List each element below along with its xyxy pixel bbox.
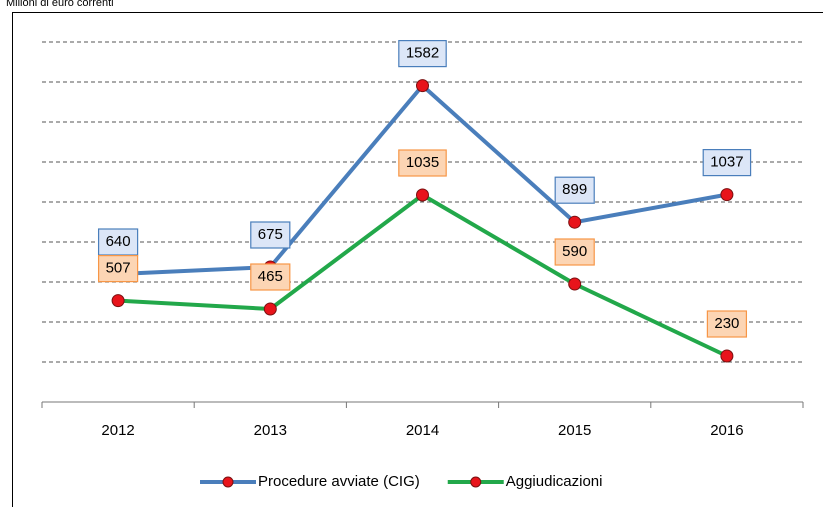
data-label-box xyxy=(97,255,139,283)
point xyxy=(568,277,582,291)
data-label: 640 xyxy=(106,233,131,250)
x-tick-label: 2014 xyxy=(406,422,439,439)
point xyxy=(720,188,734,202)
data-label: 230 xyxy=(714,315,739,332)
legend-marker xyxy=(470,476,482,488)
x-tick-label: 2015 xyxy=(558,422,591,439)
x-tick-label: 2016 xyxy=(710,422,743,439)
data-label-box xyxy=(398,149,447,177)
series-line xyxy=(117,193,728,358)
legend-label: Aggiudicazioni xyxy=(506,473,603,490)
legend-marker xyxy=(222,476,234,488)
data-label: 1582 xyxy=(406,45,439,62)
x-tick-label: 2013 xyxy=(254,422,287,439)
point xyxy=(416,79,429,93)
data-label: 507 xyxy=(106,260,131,277)
data-label-box xyxy=(250,221,291,249)
point xyxy=(720,349,734,363)
data-label-box xyxy=(554,176,595,204)
data-label-box xyxy=(706,310,748,338)
chart-title: Milioni di euro correnti xyxy=(6,0,114,9)
data-label-box xyxy=(702,149,752,177)
series-line xyxy=(118,83,728,276)
legend-label: Procedure avviate (CIG) xyxy=(258,473,420,490)
data-label-box xyxy=(398,39,447,68)
data-label: 590 xyxy=(562,243,587,260)
data-label: 465 xyxy=(258,268,283,285)
point xyxy=(568,215,582,229)
point xyxy=(111,294,125,308)
data-label-box xyxy=(97,228,139,256)
data-label: 899 xyxy=(562,181,587,198)
data-label-box xyxy=(554,238,595,266)
point xyxy=(263,302,277,316)
data-label-box xyxy=(250,263,291,291)
data-label: 1037 xyxy=(710,154,743,171)
point xyxy=(416,188,429,202)
data-label: 675 xyxy=(258,226,283,243)
data-label: 1035 xyxy=(406,154,439,171)
x-tick-label: 2012 xyxy=(101,422,134,439)
